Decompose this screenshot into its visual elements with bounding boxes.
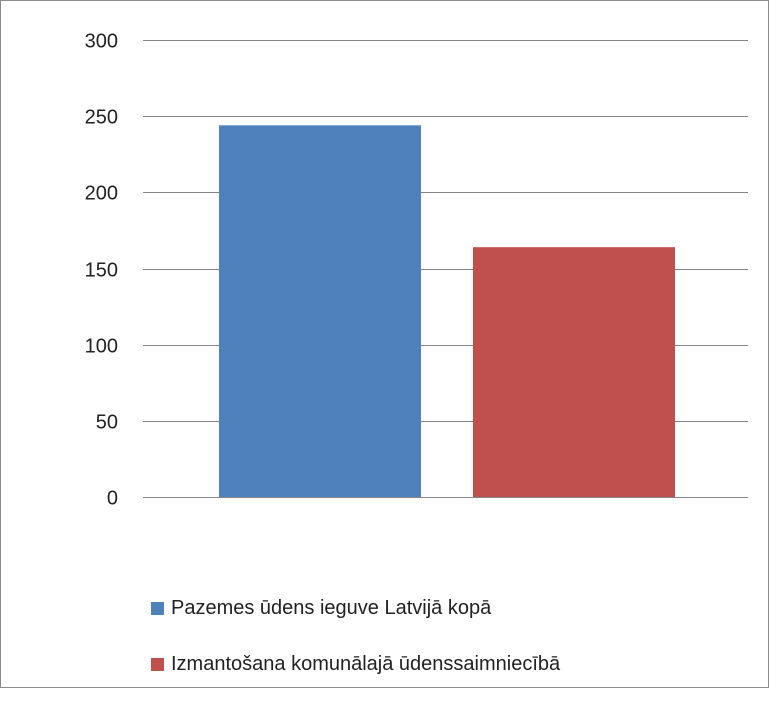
y-tick-label-150: 150 [85, 260, 118, 282]
bar-chart: 0 50 100 150 200 250 300 [85, 31, 748, 510]
bar-series-1 [219, 125, 421, 497]
chart-frame: 0 50 100 150 200 250 300 Pazemes ūdens ieguve … [0, 0, 769, 688]
y-tick-label-0: 0 [107, 488, 118, 510]
legend-label-series-2: Izmantošana komunālajā ūdenssaimniecībā [171, 652, 561, 675]
y-tick-label-200: 200 [85, 183, 118, 205]
bar-series-2 [473, 247, 675, 497]
legend-swatch-series-2 [151, 657, 164, 671]
legend-item-series-2: Izmantošana komunālajā ūdenssaimniecībā [151, 652, 560, 676]
legend-item-series-1: Pazemes ūdens ieguve Latvijā kopā [151, 596, 560, 620]
y-tick-label-100: 100 [85, 336, 118, 358]
legend-label-series-1: Pazemes ūdens ieguve Latvijā kopā [171, 596, 492, 619]
bars [219, 125, 675, 497]
y-tick-label-50: 50 [96, 412, 118, 434]
y-axis-ticks: 0 50 100 150 200 250 300 [85, 31, 118, 510]
legend: Pazemes ūdens ieguve Latvijā kopā Izmant… [151, 596, 560, 708]
y-tick-label-300: 300 [85, 31, 118, 53]
y-tick-label-250: 250 [85, 107, 118, 129]
legend-swatch-series-1 [151, 601, 164, 615]
